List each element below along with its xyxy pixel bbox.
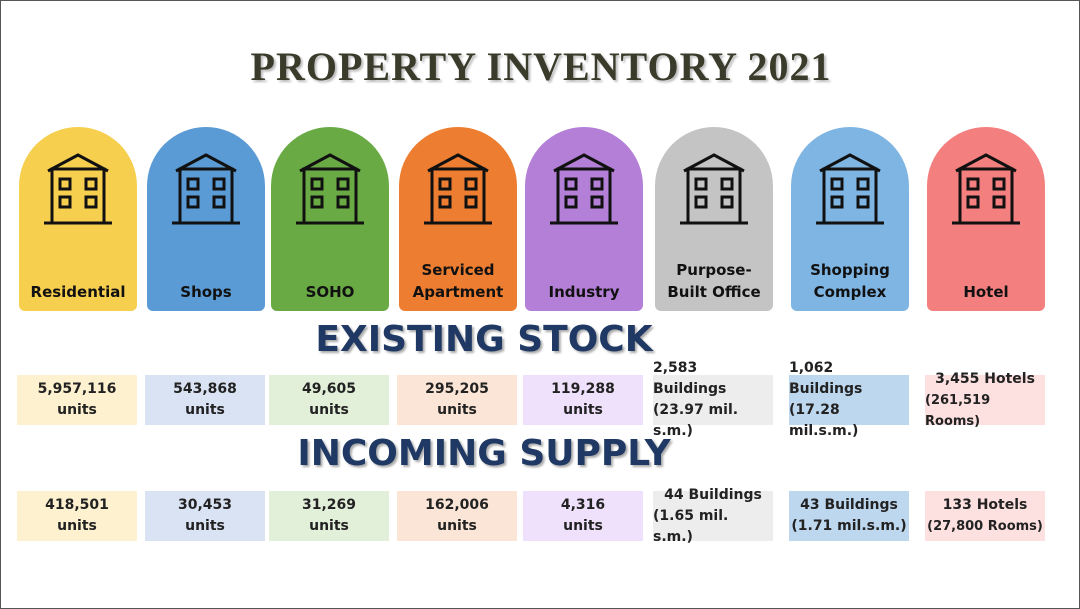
category-tile: Residential bbox=[19, 127, 137, 311]
value-unit: units bbox=[185, 402, 225, 418]
value: 295,205 bbox=[425, 381, 489, 397]
icon bbox=[816, 153, 884, 225]
value-cell: 418,501 units bbox=[17, 491, 137, 541]
value-unit: (17.28 mil.s.m.) bbox=[789, 402, 859, 439]
value: 43 Buildings bbox=[800, 497, 898, 513]
value-cell: 133 Hotels (27,800 Rooms) bbox=[925, 491, 1045, 541]
value-unit: (23.97 mil. s.m.) bbox=[653, 402, 739, 439]
value-unit: units bbox=[309, 518, 349, 534]
value-unit: units bbox=[185, 518, 225, 534]
icon bbox=[296, 153, 364, 225]
value-cell: 3,455 Hotels (261,519 Rooms) bbox=[925, 371, 1045, 429]
category-tile: Shops bbox=[147, 127, 265, 311]
value-cell: 49,605 units bbox=[269, 375, 389, 425]
value: 31,269 bbox=[301, 497, 357, 513]
category-label: Purpose-Built Office bbox=[667, 261, 761, 301]
category-tile: SOHO bbox=[271, 127, 389, 311]
icon bbox=[44, 153, 112, 225]
value-unit: units bbox=[563, 402, 603, 418]
value: 4,316 bbox=[560, 497, 606, 513]
value: 543,868 bbox=[173, 381, 237, 397]
value-cell: 43 Buildings (1.71 mil.s.m.) bbox=[789, 491, 909, 541]
value-cell: 119,288 units bbox=[523, 375, 643, 425]
value-unit: (27,800 Rooms) bbox=[927, 519, 1043, 534]
value-cell: 30,453 units bbox=[145, 491, 265, 541]
section-heading: INCOMING SUPPLY bbox=[297, 433, 671, 474]
category-tile: Hotel bbox=[927, 127, 1045, 311]
value-cell: 44 Buildings (1.65 mil. s.m.) bbox=[653, 487, 773, 545]
value: 1,062 Buildings bbox=[789, 360, 863, 397]
title: PROPERTY INVENTORY 2021 bbox=[250, 44, 832, 89]
value-unit: units bbox=[57, 402, 97, 418]
category-label: Shops bbox=[180, 283, 232, 301]
icon bbox=[172, 153, 240, 225]
value-unit: (1.71 mil.s.m.) bbox=[791, 518, 907, 534]
value-cell: 295,205 units bbox=[397, 375, 517, 425]
icon bbox=[424, 153, 492, 225]
value: 3,455 Hotels bbox=[935, 370, 1035, 387]
category-tile: Industry bbox=[525, 127, 643, 311]
value: 44 Buildings bbox=[664, 486, 762, 503]
section-heading: EXISTING STOCK bbox=[315, 319, 653, 360]
value-cell: 162,006 units bbox=[397, 491, 517, 541]
icon bbox=[680, 153, 748, 225]
value-cell: 5,957,116 units bbox=[17, 375, 137, 425]
category-label: Serviced Apartment bbox=[412, 261, 504, 301]
category-label: Shopping Complex bbox=[810, 261, 890, 301]
value: 119,288 bbox=[551, 381, 615, 397]
value-cell: 543,868 units bbox=[145, 375, 265, 425]
value-cell: 4,316 units bbox=[523, 491, 643, 541]
icon bbox=[550, 153, 618, 225]
value-unit: (1.65 mil. s.m.) bbox=[653, 507, 729, 545]
value-cell: 2,583 Buildings (23.97 mil. s.m.) bbox=[653, 360, 773, 439]
value-unit: units bbox=[437, 402, 477, 418]
value-unit: (261,519 Rooms) bbox=[925, 392, 991, 429]
value-unit: units bbox=[57, 518, 97, 534]
category-tile: Shopping Complex bbox=[791, 127, 909, 311]
value: 30,453 bbox=[177, 497, 233, 513]
value-unit: units bbox=[437, 518, 477, 534]
value: 49,605 bbox=[301, 381, 357, 397]
value: 2,583 Buildings bbox=[653, 360, 727, 397]
value: 162,006 bbox=[425, 497, 489, 513]
category-label: Residential bbox=[30, 283, 126, 301]
value: 5,957,116 bbox=[37, 381, 117, 397]
icon bbox=[952, 153, 1020, 225]
value-cell: 1,062 Buildings (17.28 mil.s.m.) bbox=[789, 360, 909, 439]
category-tile: Serviced Apartment bbox=[399, 127, 517, 311]
value: 133 Hotels bbox=[942, 497, 1028, 513]
value-unit: units bbox=[563, 518, 603, 534]
category-label: Hotel bbox=[963, 283, 1009, 301]
category-label: SOHO bbox=[305, 283, 355, 301]
category-label: Industry bbox=[548, 283, 620, 301]
value: 418,501 bbox=[45, 497, 109, 513]
value-cell: 31,269 units bbox=[269, 491, 389, 541]
category-tile: Purpose-Built Office bbox=[655, 127, 773, 311]
value-unit: units bbox=[309, 402, 349, 418]
